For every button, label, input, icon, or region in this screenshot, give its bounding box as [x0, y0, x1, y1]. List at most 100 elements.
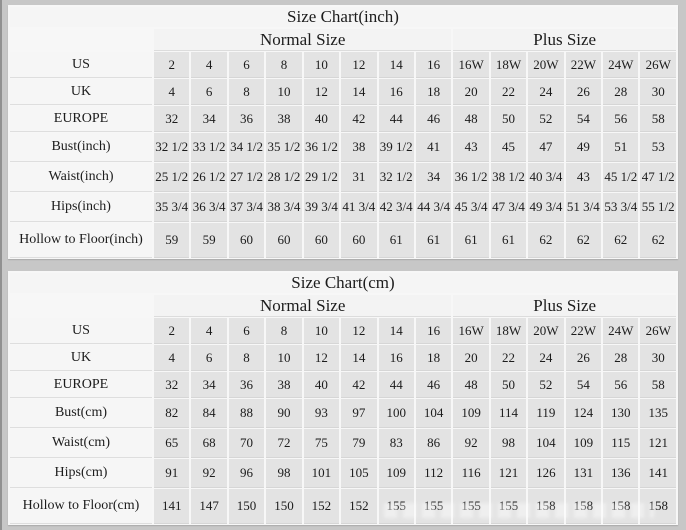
size-cell: 16W	[453, 318, 489, 343]
row-label: US	[10, 52, 152, 77]
size-cell: 38 3/4	[266, 193, 302, 221]
size-cell: 18	[415, 79, 452, 104]
size-cell: 32	[154, 372, 190, 397]
size-cell: 40	[303, 106, 340, 131]
size-cell: 26W	[640, 318, 676, 343]
size-cell: 116	[453, 459, 489, 487]
size-cell: 65	[154, 429, 190, 457]
table-row: EUROPE 32 34 36 38 40 42 44 46 48 50 52 54 56 58	[10, 372, 676, 397]
table-row: UK 4 6 8 10 12 14 16 18 20 22 24 26 28 30	[10, 345, 676, 370]
size-cell: 30	[640, 345, 676, 370]
size-cell: 45	[490, 133, 527, 161]
row-label: Waist(cm)	[10, 429, 152, 457]
size-cell: 115	[603, 429, 639, 457]
size-cell: 61	[415, 223, 452, 257]
size-cell: 38 1/2	[490, 163, 527, 191]
size-cell: 112	[415, 459, 452, 487]
size-cell: 104	[415, 399, 452, 427]
size-cell: 72	[266, 429, 302, 457]
size-cell: 27 1/2	[228, 163, 265, 191]
size-cell: 84	[191, 399, 227, 427]
size-cell: 43	[565, 163, 602, 191]
size-cell: 18W	[490, 52, 527, 77]
size-cell: 4	[154, 345, 190, 370]
table-row: Hips(inch) 35 3/4 36 3/4 37 3/4 38 3/4 39 3/4…	[10, 193, 676, 221]
size-cell: 22	[490, 79, 527, 104]
size-cell: 20	[453, 79, 489, 104]
size-cell: 55 1/2	[640, 193, 676, 221]
size-cell: 34 1/2	[228, 133, 265, 161]
size-cell: 47	[528, 133, 564, 161]
size-cell: 131	[565, 459, 602, 487]
size-cell: 96	[228, 459, 265, 487]
size-cell: 24	[528, 345, 564, 370]
size-cell: 152	[303, 489, 340, 523]
size-cell: 61	[453, 223, 489, 257]
size-cell: 59	[154, 223, 190, 257]
size-cell: 98	[490, 429, 527, 457]
size-cell: 88	[228, 399, 265, 427]
row-label: Hollow to Floor(inch)	[10, 223, 152, 257]
size-cell: 35 1/2	[266, 133, 302, 161]
size-cell: 62	[603, 223, 639, 257]
size-cell: 150	[266, 489, 302, 523]
size-cell: 49 3/4	[528, 193, 564, 221]
table-row: Waist(inch) 25 1/2 26 1/2 27 1/2 28 1/2 29 1/…	[10, 163, 676, 191]
size-cell: 60	[228, 223, 265, 257]
size-cell: 104	[528, 429, 564, 457]
table-row: Hips(cm) 91 92 96 98 101 105 109 112 116 121 126 131…	[10, 459, 676, 487]
size-cell: 56	[603, 372, 639, 397]
size-cell: 39 3/4	[303, 193, 340, 221]
size-cell: 97	[341, 399, 377, 427]
size-cell: 141	[640, 459, 676, 487]
size-cell: 16	[415, 318, 452, 343]
size-cell: 124	[565, 399, 602, 427]
row-label: Hips(cm)	[10, 459, 152, 487]
size-cell: 121	[640, 429, 676, 457]
table-row: US 2 4 6 8 10 12 14 16 16W 18W 20W 22W 24W 26W	[10, 52, 676, 77]
size-cell: 22W	[565, 52, 602, 77]
size-cell: 86	[415, 429, 452, 457]
size-cell: 158	[565, 489, 602, 523]
size-cell: 16W	[453, 52, 489, 77]
size-cell: 158	[603, 489, 639, 523]
size-cell: 70	[228, 429, 265, 457]
size-cell: 58	[640, 372, 676, 397]
size-cell: 20W	[528, 318, 564, 343]
size-cell: 12	[303, 345, 340, 370]
size-cell: 158	[528, 489, 564, 523]
size-cell: 60	[341, 223, 377, 257]
size-cell: 33 1/2	[191, 133, 227, 161]
size-cell: 90	[266, 399, 302, 427]
size-cell: 147	[191, 489, 227, 523]
row-label: UK	[10, 345, 152, 370]
size-cell: 44 3/4	[415, 193, 452, 221]
size-cell: 59	[191, 223, 227, 257]
size-cell: 92	[453, 429, 489, 457]
size-cell: 38	[266, 372, 302, 397]
size-cell: 54	[565, 106, 602, 131]
size-cell: 16	[415, 52, 452, 77]
size-cell: 82	[154, 399, 190, 427]
size-cell: 47 3/4	[490, 193, 527, 221]
size-cell: 62	[640, 223, 676, 257]
size-cell: 24W	[603, 52, 639, 77]
size-cell: 26	[565, 345, 602, 370]
size-cell: 51 3/4	[565, 193, 602, 221]
size-cell: 58	[640, 106, 676, 131]
size-cell: 6	[228, 52, 265, 77]
size-cell: 8	[228, 345, 265, 370]
size-cell: 36 1/2	[303, 133, 340, 161]
table-row: EUROPE 32 34 36 38 40 42 44 46 48 50 52 54 56 58	[10, 106, 676, 131]
size-cell: 105	[341, 459, 377, 487]
size-chart-inch-section: Size Chart(inch) Normal Size Plus Size US 2 4…	[8, 5, 678, 259]
size-cell: 8	[266, 52, 302, 77]
size-cell: 26	[565, 79, 602, 104]
size-cell: 24	[528, 79, 564, 104]
size-cell: 155	[490, 489, 527, 523]
size-cell: 52	[528, 106, 564, 131]
size-cell: 18	[415, 345, 452, 370]
size-cell: 29 1/2	[303, 163, 340, 191]
size-cell: 38	[266, 106, 302, 131]
